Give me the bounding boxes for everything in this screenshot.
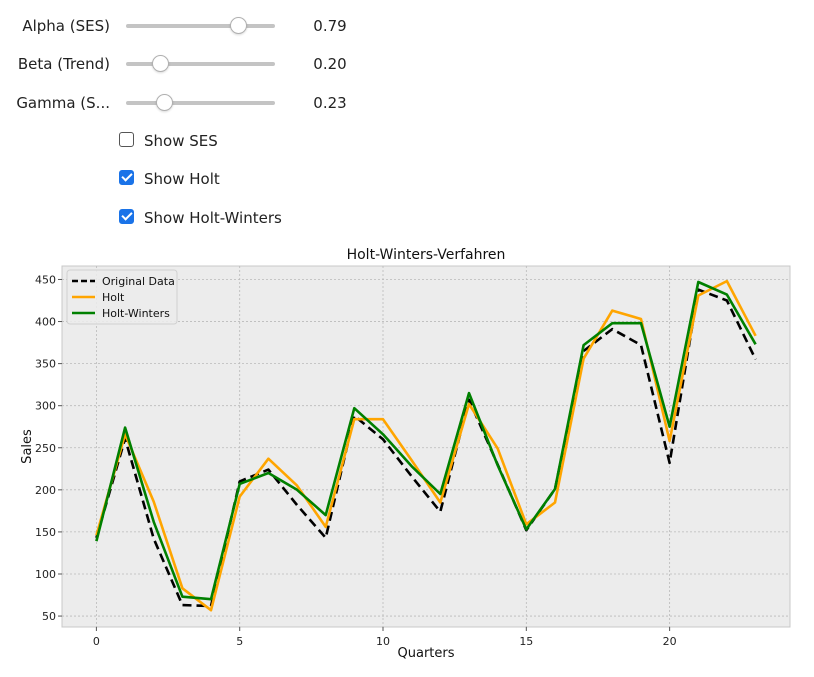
gamma-slider-value: 0.23 [313,94,347,112]
x-axis-label: Quarters [398,646,455,661]
gamma-slider-track[interactable] [126,101,275,105]
y-tick-label: 300 [35,400,56,413]
alpha-slider-value: 0.79 [313,17,347,35]
beta-slider-track[interactable] [126,62,275,66]
show-ses-label[interactable]: Show SES [144,132,218,150]
x-tick-label: 0 [93,635,100,648]
alpha-slider-label: Alpha (SES) [22,17,110,35]
legend-label: Holt [102,291,125,304]
gamma-slider-thumb[interactable] [156,94,174,111]
legend-box [66,269,178,325]
show-holt-row: Show Holt [118,168,418,192]
series-line-holt-winters [95,280,757,601]
controls-panel: Alpha (SES) 0.79 Beta (Trend) 0.20 Gamma… [0,0,814,240]
chart-container: 0 5 10 15 20 50 100 150 200 250 300 350 400 450 Holt-W… [0,240,814,673]
gamma-slider-label: Gamma (S... [16,94,110,112]
show-holt-label[interactable]: Show Holt [144,170,220,188]
y-tick-label: 350 [35,358,56,371]
plot-area [61,265,791,628]
legend-label: Holt-Winters [102,307,170,320]
show-holt-winters-label[interactable]: Show Holt-Winters [144,209,282,227]
gamma-slider-row: Gamma (S... 0.23 [0,88,400,118]
y-tick-label: 200 [35,484,56,497]
series-line-original-data [95,288,757,608]
show-ses-row: Show SES [118,130,418,154]
beta-slider-value: 0.20 [313,55,347,73]
y-tick-label: 400 [35,316,56,329]
x-tick-label: 15 [519,635,533,648]
alpha-slider-thumb[interactable] [230,17,248,34]
show-ses-checkbox[interactable] [119,132,134,147]
beta-slider-label: Beta (Trend) [17,55,110,73]
beta-slider-thumb[interactable] [152,55,170,72]
x-tick-label: 10 [376,635,390,648]
y-tick-label: 250 [35,442,56,455]
alpha-slider-row: Alpha (SES) 0.79 [0,11,400,41]
y-tick-label: 100 [35,568,56,581]
y-tick-label: 50 [42,610,56,623]
holt-winters-chart: 0 5 10 15 20 50 100 150 200 250 300 350 400 450 Holt-W… [20,247,791,661]
x-tick-label: 20 [663,635,677,648]
alpha-slider-track[interactable] [126,24,275,28]
y-axis-label: Sales [20,429,35,464]
chart-title: Holt-Winters-Verfahren [347,247,506,263]
legend-label: Original Data [102,275,175,288]
y-tick-label: 150 [35,526,56,539]
beta-slider-row: Beta (Trend) 0.20 [0,49,400,79]
show-holt-winters-checkbox[interactable] [119,209,134,224]
y-tick-label: 450 [35,273,56,286]
show-holt-checkbox[interactable] [119,170,134,185]
show-holt-winters-row: Show Holt-Winters [118,207,418,231]
x-tick-label: 5 [236,635,243,648]
